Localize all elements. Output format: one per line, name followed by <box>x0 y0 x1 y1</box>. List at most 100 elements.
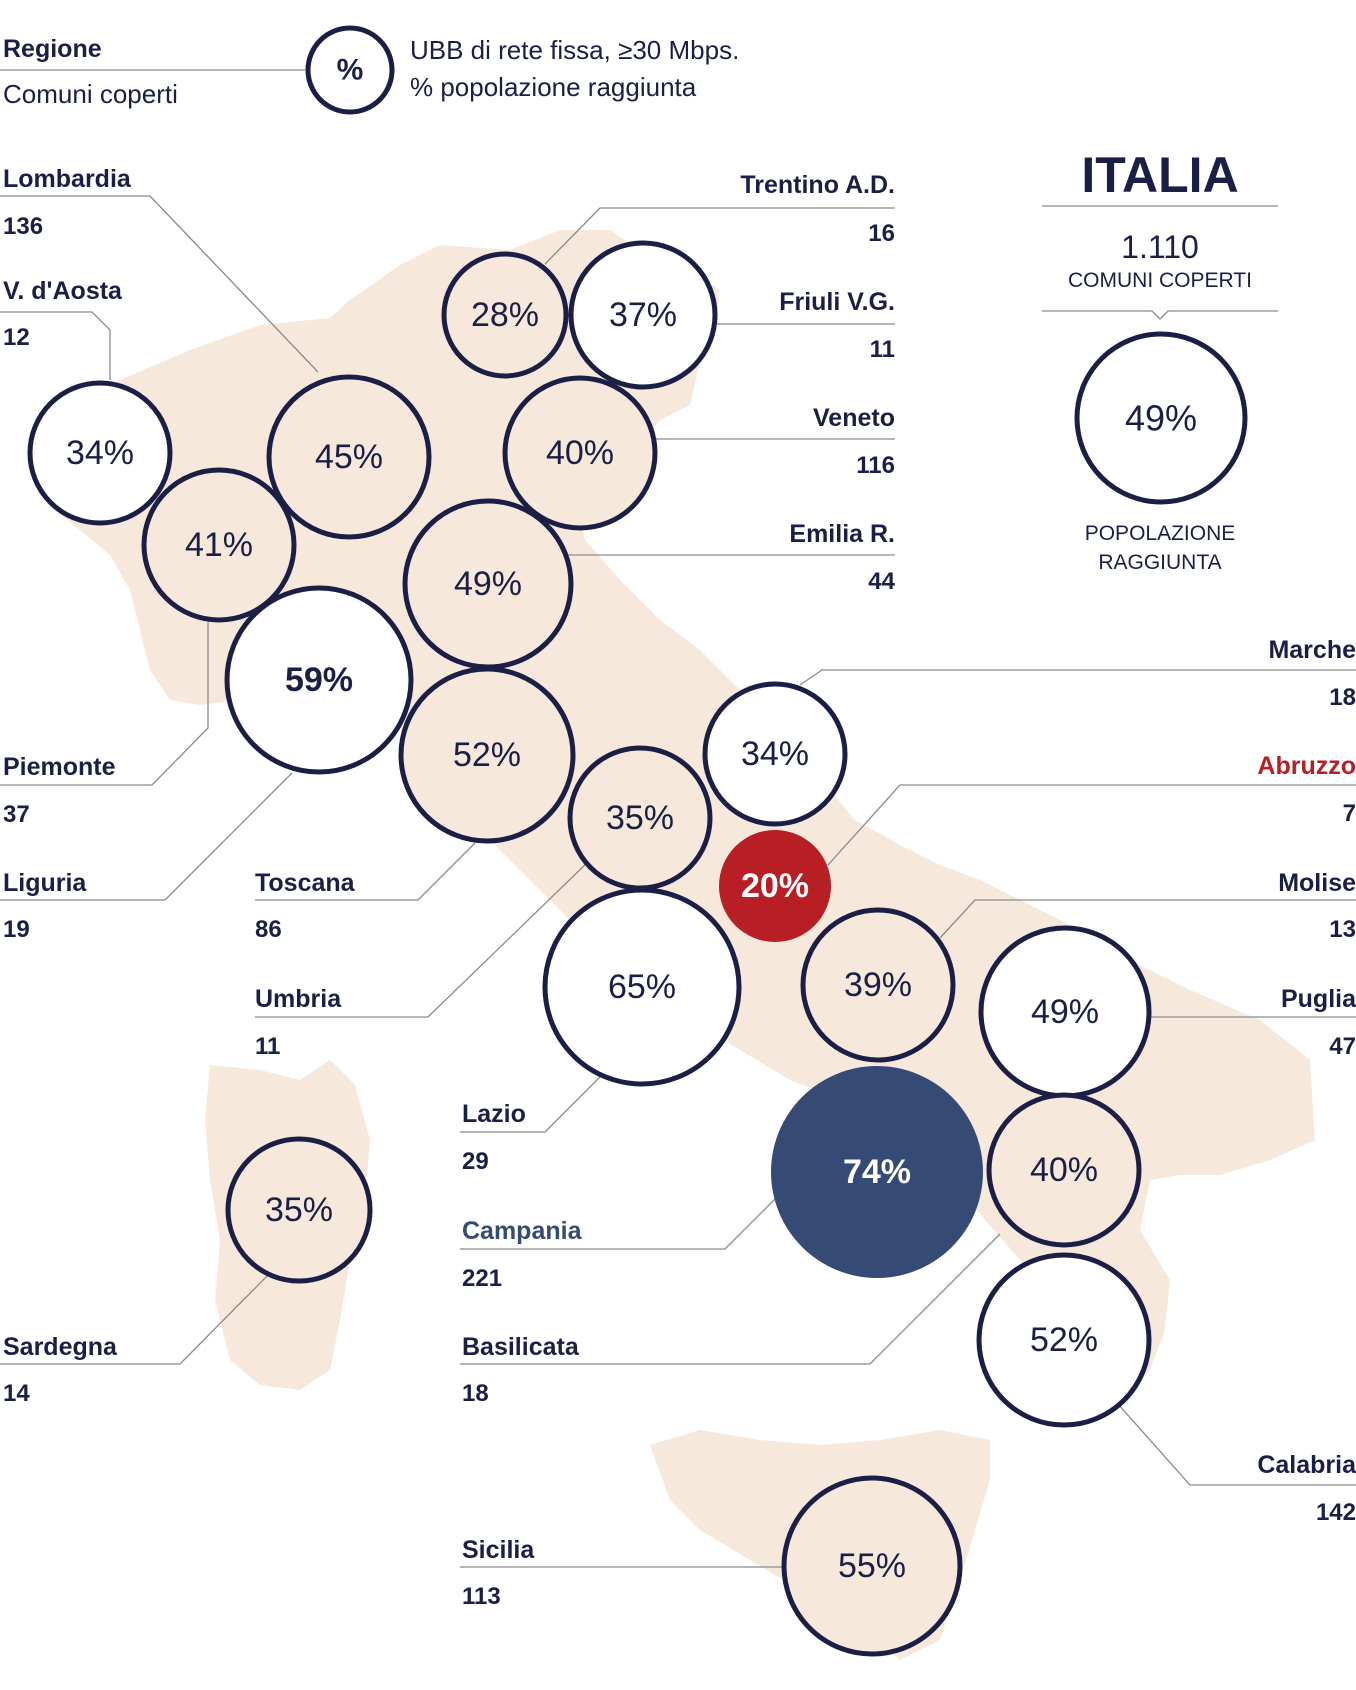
label-veneto-name: Veneto <box>813 404 895 432</box>
bubble-marche: 34% <box>702 681 848 827</box>
bubble-piemonte: 41% <box>141 467 297 623</box>
legend-metric-line1: UBB di rete fissa, ≥30 Mbps. <box>410 35 739 65</box>
bubble-molise: 39% <box>800 907 956 1063</box>
label-emilia-count: 44 <box>868 568 895 595</box>
italia-pct-label-1: POPOLAZIONE <box>1085 522 1236 545</box>
bubble-veneto: 40% <box>502 375 658 531</box>
leader-piemonte <box>0 622 209 786</box>
leader-valdaosta <box>0 311 111 380</box>
label-abruzzo-name: Abruzzo <box>1257 752 1356 780</box>
label-marche-count: 18 <box>1329 684 1356 711</box>
legend-region-label: Regione <box>3 35 102 63</box>
bubble-valdaosta: 34% <box>27 380 173 526</box>
pct-umbria: 35% <box>606 799 674 837</box>
leader-calabria <box>1109 1394 1356 1486</box>
label-valdaosta-count: 12 <box>3 324 30 351</box>
label-campania-count: 221 <box>462 1265 502 1292</box>
label-sardegna-name: Sardegna <box>3 1333 118 1361</box>
bubble-lazio: 65% <box>542 887 742 1087</box>
pct-friuli: 37% <box>609 296 677 334</box>
bubble-trentino: 28% <box>441 251 569 379</box>
pct-sardegna: 35% <box>265 1191 333 1229</box>
label-calabria-count: 142 <box>1316 1499 1356 1526</box>
pct-lazio: 65% <box>608 968 676 1006</box>
italia-pct-label-2: RAGGIUNTA <box>1098 551 1221 574</box>
pct-piemonte: 41% <box>185 526 253 564</box>
bubble-calabria: 52% <box>976 1252 1152 1428</box>
legend: Regione Comuni coperti % UBB di rete fis… <box>0 25 739 115</box>
pct-toscana: 52% <box>453 736 521 774</box>
bubble-emilia: 49% <box>402 498 574 670</box>
label-sicilia-name: Sicilia <box>462 1536 535 1564</box>
pct-campania: 74% <box>843 1153 911 1191</box>
label-lazio-count: 29 <box>462 1148 489 1175</box>
italia-count: 1.110 <box>1121 229 1199 265</box>
bubble-lombardia: 45% <box>266 374 432 540</box>
pct-valdaosta: 34% <box>66 434 134 472</box>
italia-pointer-rule <box>1042 310 1278 320</box>
label-friuli-name: Friuli V.G. <box>779 288 895 316</box>
label-trentino-count: 16 <box>868 220 895 247</box>
leader-campania <box>460 1183 791 1250</box>
pct-liguria: 59% <box>285 661 353 699</box>
pct-trentino: 28% <box>471 296 539 334</box>
label-valdaosta-name: V. d'Aosta <box>3 277 123 305</box>
label-umbria-count: 11 <box>255 1033 280 1060</box>
label-basilicata-name: Basilicata <box>462 1333 580 1361</box>
leader-toscana <box>255 842 476 901</box>
label-umbria-name: Umbria <box>255 985 342 1013</box>
pct-molise: 39% <box>844 966 912 1004</box>
label-lombardia-name: Lombardia <box>3 165 132 193</box>
label-veneto-count: 116 <box>856 452 895 479</box>
italia-pct: 49% <box>1125 398 1197 439</box>
bubble-umbria: 35% <box>567 745 713 891</box>
leader-lines <box>0 195 1356 1568</box>
label-campania-name: Campania <box>462 1217 583 1245</box>
bubble-liguria: 59% <box>224 585 414 775</box>
legend-metric-line2: % popolazione raggiunta <box>410 72 697 102</box>
leader-umbria <box>255 859 591 1018</box>
italia-bubble <box>1074 331 1248 505</box>
bubble-sicilia: 55% <box>781 1475 963 1657</box>
legend-percent-bubble <box>305 25 395 115</box>
pct-lombardia: 45% <box>315 438 383 476</box>
bubble-campania: 74% <box>771 1066 983 1278</box>
label-liguria-count: 19 <box>3 916 30 943</box>
pct-emilia: 49% <box>454 565 522 603</box>
region-bubbles: 45% 34% 28% 37% 40% 49% 41% 59% <box>27 240 1152 1657</box>
italia-summary: ITALIA 1.110 COMUNI COPERTI 49% POPOLAZI… <box>1042 147 1278 574</box>
label-trentino-name: Trentino A.D. <box>740 171 895 199</box>
label-lazio-name: Lazio <box>462 1100 526 1128</box>
pct-basilicata: 40% <box>1030 1151 1098 1189</box>
leader-marche <box>799 669 1356 686</box>
label-piemonte-name: Piemonte <box>3 753 116 781</box>
leader-lombardia <box>0 195 319 373</box>
pct-veneto: 40% <box>546 434 614 472</box>
bubble-sardegna: 35% <box>225 1136 373 1284</box>
leader-trentino <box>544 207 895 265</box>
bubble-toscana: 52% <box>398 666 576 844</box>
label-friuli-count: 11 <box>870 336 895 363</box>
leader-abruzzo <box>827 784 1356 866</box>
label-toscana-count: 86 <box>255 916 282 943</box>
bubble-puglia: 49% <box>978 925 1152 1099</box>
leader-sardegna <box>0 1264 279 1365</box>
pct-marche: 34% <box>741 735 809 773</box>
label-molise-count: 13 <box>1329 916 1356 943</box>
legend-percent-symbol: % <box>337 54 364 87</box>
label-molise-name: Molise <box>1278 869 1356 897</box>
label-puglia-name: Puglia <box>1281 985 1356 1013</box>
bubble-abruzzo: 20% <box>719 830 831 942</box>
bubble-friuli: 37% <box>568 240 718 390</box>
label-abruzzo-count: 7 <box>1343 800 1356 827</box>
leader-basilicata <box>460 1233 1001 1365</box>
italia-title: ITALIA <box>1081 147 1238 203</box>
label-sardegna-count: 14 <box>3 1380 30 1407</box>
label-liguria-name: Liguria <box>3 869 87 897</box>
italia-count-label: COMUNI COPERTI <box>1068 269 1252 292</box>
label-emilia-name: Emilia R. <box>789 520 895 548</box>
bubble-basilicata: 40% <box>986 1092 1142 1248</box>
pct-puglia: 49% <box>1031 993 1099 1031</box>
label-piemonte-count: 37 <box>3 801 30 828</box>
